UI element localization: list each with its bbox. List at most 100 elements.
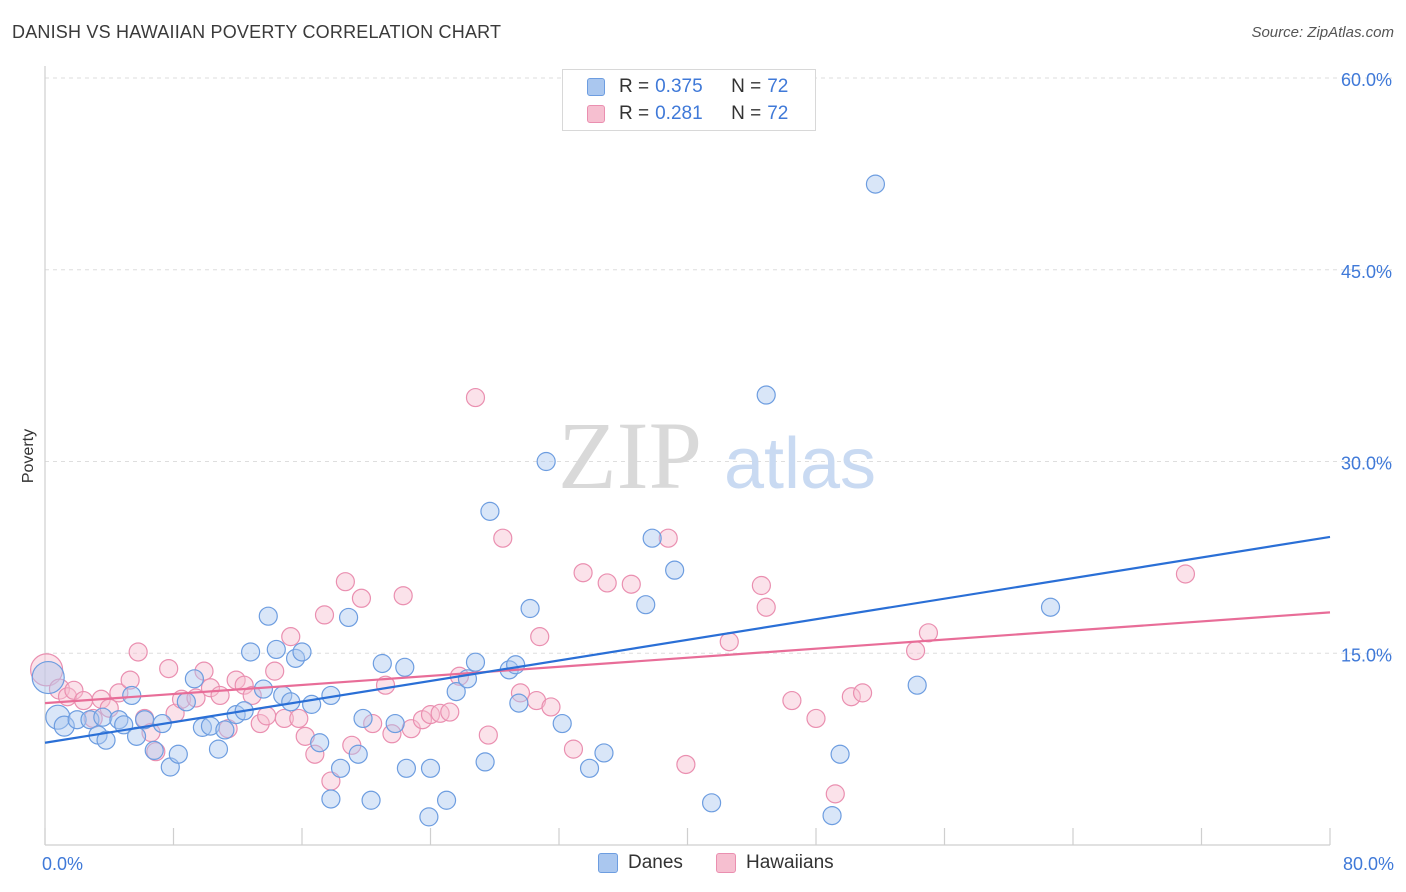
danes-swatch [587,78,605,96]
danes-point[interactable] [420,758,441,778]
hawaiians-point[interactable] [478,725,498,745]
hawaiians-point[interactable] [541,697,561,717]
legend-item-hawaiians[interactable]: Hawaiians [716,852,834,874]
hawaiians-point[interactable] [510,683,531,703]
danes-point[interactable] [520,598,540,619]
hawaiians-point[interactable] [440,702,460,722]
hawaiians-point[interactable] [194,661,214,681]
hawaiians-point[interactable] [782,690,802,711]
danes-point[interactable] [465,652,486,672]
danes-point[interactable] [579,758,600,778]
hawaiians-point[interactable] [382,724,402,744]
danes-point[interactable] [907,675,927,695]
hawaiians-point[interactable] [465,387,486,408]
legend-item-danes[interactable]: Danes [598,852,683,874]
hawaiians-point[interactable] [314,605,335,625]
hawaiians-point[interactable] [335,572,355,592]
danes-points [31,174,1061,827]
danes-point[interactable] [830,744,850,764]
hawaiians-point[interactable] [289,708,309,729]
danes-point[interactable] [642,528,662,548]
danes-point[interactable] [258,606,278,626]
hawaiians-point[interactable] [393,586,413,606]
danes-point[interactable] [396,758,417,778]
danes-point[interactable] [321,789,341,809]
danes-point[interactable] [419,807,439,827]
hawaiians-point[interactable] [210,685,230,706]
danes-point[interactable] [241,642,261,662]
danes-point[interactable] [509,693,529,713]
danes-point[interactable] [348,744,368,764]
hawaiians-point[interactable] [257,706,277,726]
danes-point[interactable] [208,739,229,759]
hawaiians-point[interactable] [430,703,450,723]
danes-point[interactable] [475,752,495,772]
hawaiians-point[interactable] [64,680,84,700]
danes-point[interactable] [446,681,466,702]
danes-point[interactable] [594,743,614,763]
danes-point[interactable] [1040,597,1061,617]
danes-point[interactable] [372,653,392,674]
danes-point[interactable] [168,744,188,764]
danes-point[interactable] [665,560,685,580]
hawaiians-point[interactable] [242,685,262,706]
hawaiians-point[interactable] [128,642,148,662]
danes-point[interactable] [184,669,204,689]
hawaiians-point[interactable] [756,597,776,617]
hawaiians-point[interactable] [918,623,939,643]
hawaiians-point[interactable] [806,708,826,729]
hawaiians-point[interactable] [281,627,301,647]
hawaiians-point[interactable] [120,670,140,690]
danes-point[interactable] [756,385,776,405]
danes-point[interactable] [701,793,722,813]
hawaiians-point[interactable] [159,658,179,679]
hawaiians-point[interactable] [1175,564,1196,584]
danes-point[interactable] [436,790,457,810]
hawaiians-point[interactable] [530,627,550,647]
hawaiians-point[interactable] [841,687,861,707]
danes-point[interactable] [31,660,65,695]
danes-point[interactable] [395,657,415,677]
hawaiians-point[interactable] [563,739,584,759]
danes-point[interactable] [552,713,572,734]
hawaiians-point[interactable] [852,683,873,703]
hawaiians-point[interactable] [676,754,696,775]
danes-point[interactable] [330,758,351,778]
danes-point[interactable] [144,740,164,761]
hawaiians-point[interactable] [751,575,771,596]
hawaiians-point[interactable] [905,641,926,661]
hawaiians-point[interactable] [719,632,739,652]
hawaiians-point[interactable] [658,528,678,548]
hawaiians-point[interactable] [493,528,513,548]
danes-point[interactable] [865,174,886,194]
danes-point[interactable] [385,713,405,734]
hawaiians-point[interactable] [825,784,845,804]
danes-point[interactable] [53,715,75,737]
danes-point[interactable] [361,790,381,810]
danes-point[interactable] [822,805,842,826]
hawaiians-point[interactable] [250,713,270,734]
danes-point[interactable] [353,708,373,729]
danes-point[interactable] [96,730,116,750]
danes-point[interactable] [176,692,196,712]
hawaiians-point[interactable] [597,573,617,593]
danes-point[interactable] [266,639,286,660]
danes-point[interactable] [480,501,500,521]
danes-point[interactable] [310,733,330,753]
danes-point[interactable] [536,451,556,472]
hawaiians-point[interactable] [573,563,593,583]
hawaiians-point[interactable] [351,588,372,608]
danes-point[interactable] [292,642,312,662]
hawaiians-point[interactable] [420,705,441,725]
hawaiians-point[interactable] [305,744,325,764]
tick-labels: 15.0% 30.0% 45.0% 60.0% 0.0% 80.0% [42,70,1394,874]
danes-point[interactable] [338,607,359,628]
danes-point[interactable] [215,720,235,740]
hawaiians-point[interactable] [274,708,294,729]
hawaiians-point[interactable] [621,574,641,594]
hawaiians-point[interactable] [363,713,383,734]
watermark: ZIP atlas [558,402,876,509]
danes-point[interactable] [93,707,113,727]
hawaiians-point[interactable] [265,661,285,681]
danes-point[interactable] [636,595,656,615]
